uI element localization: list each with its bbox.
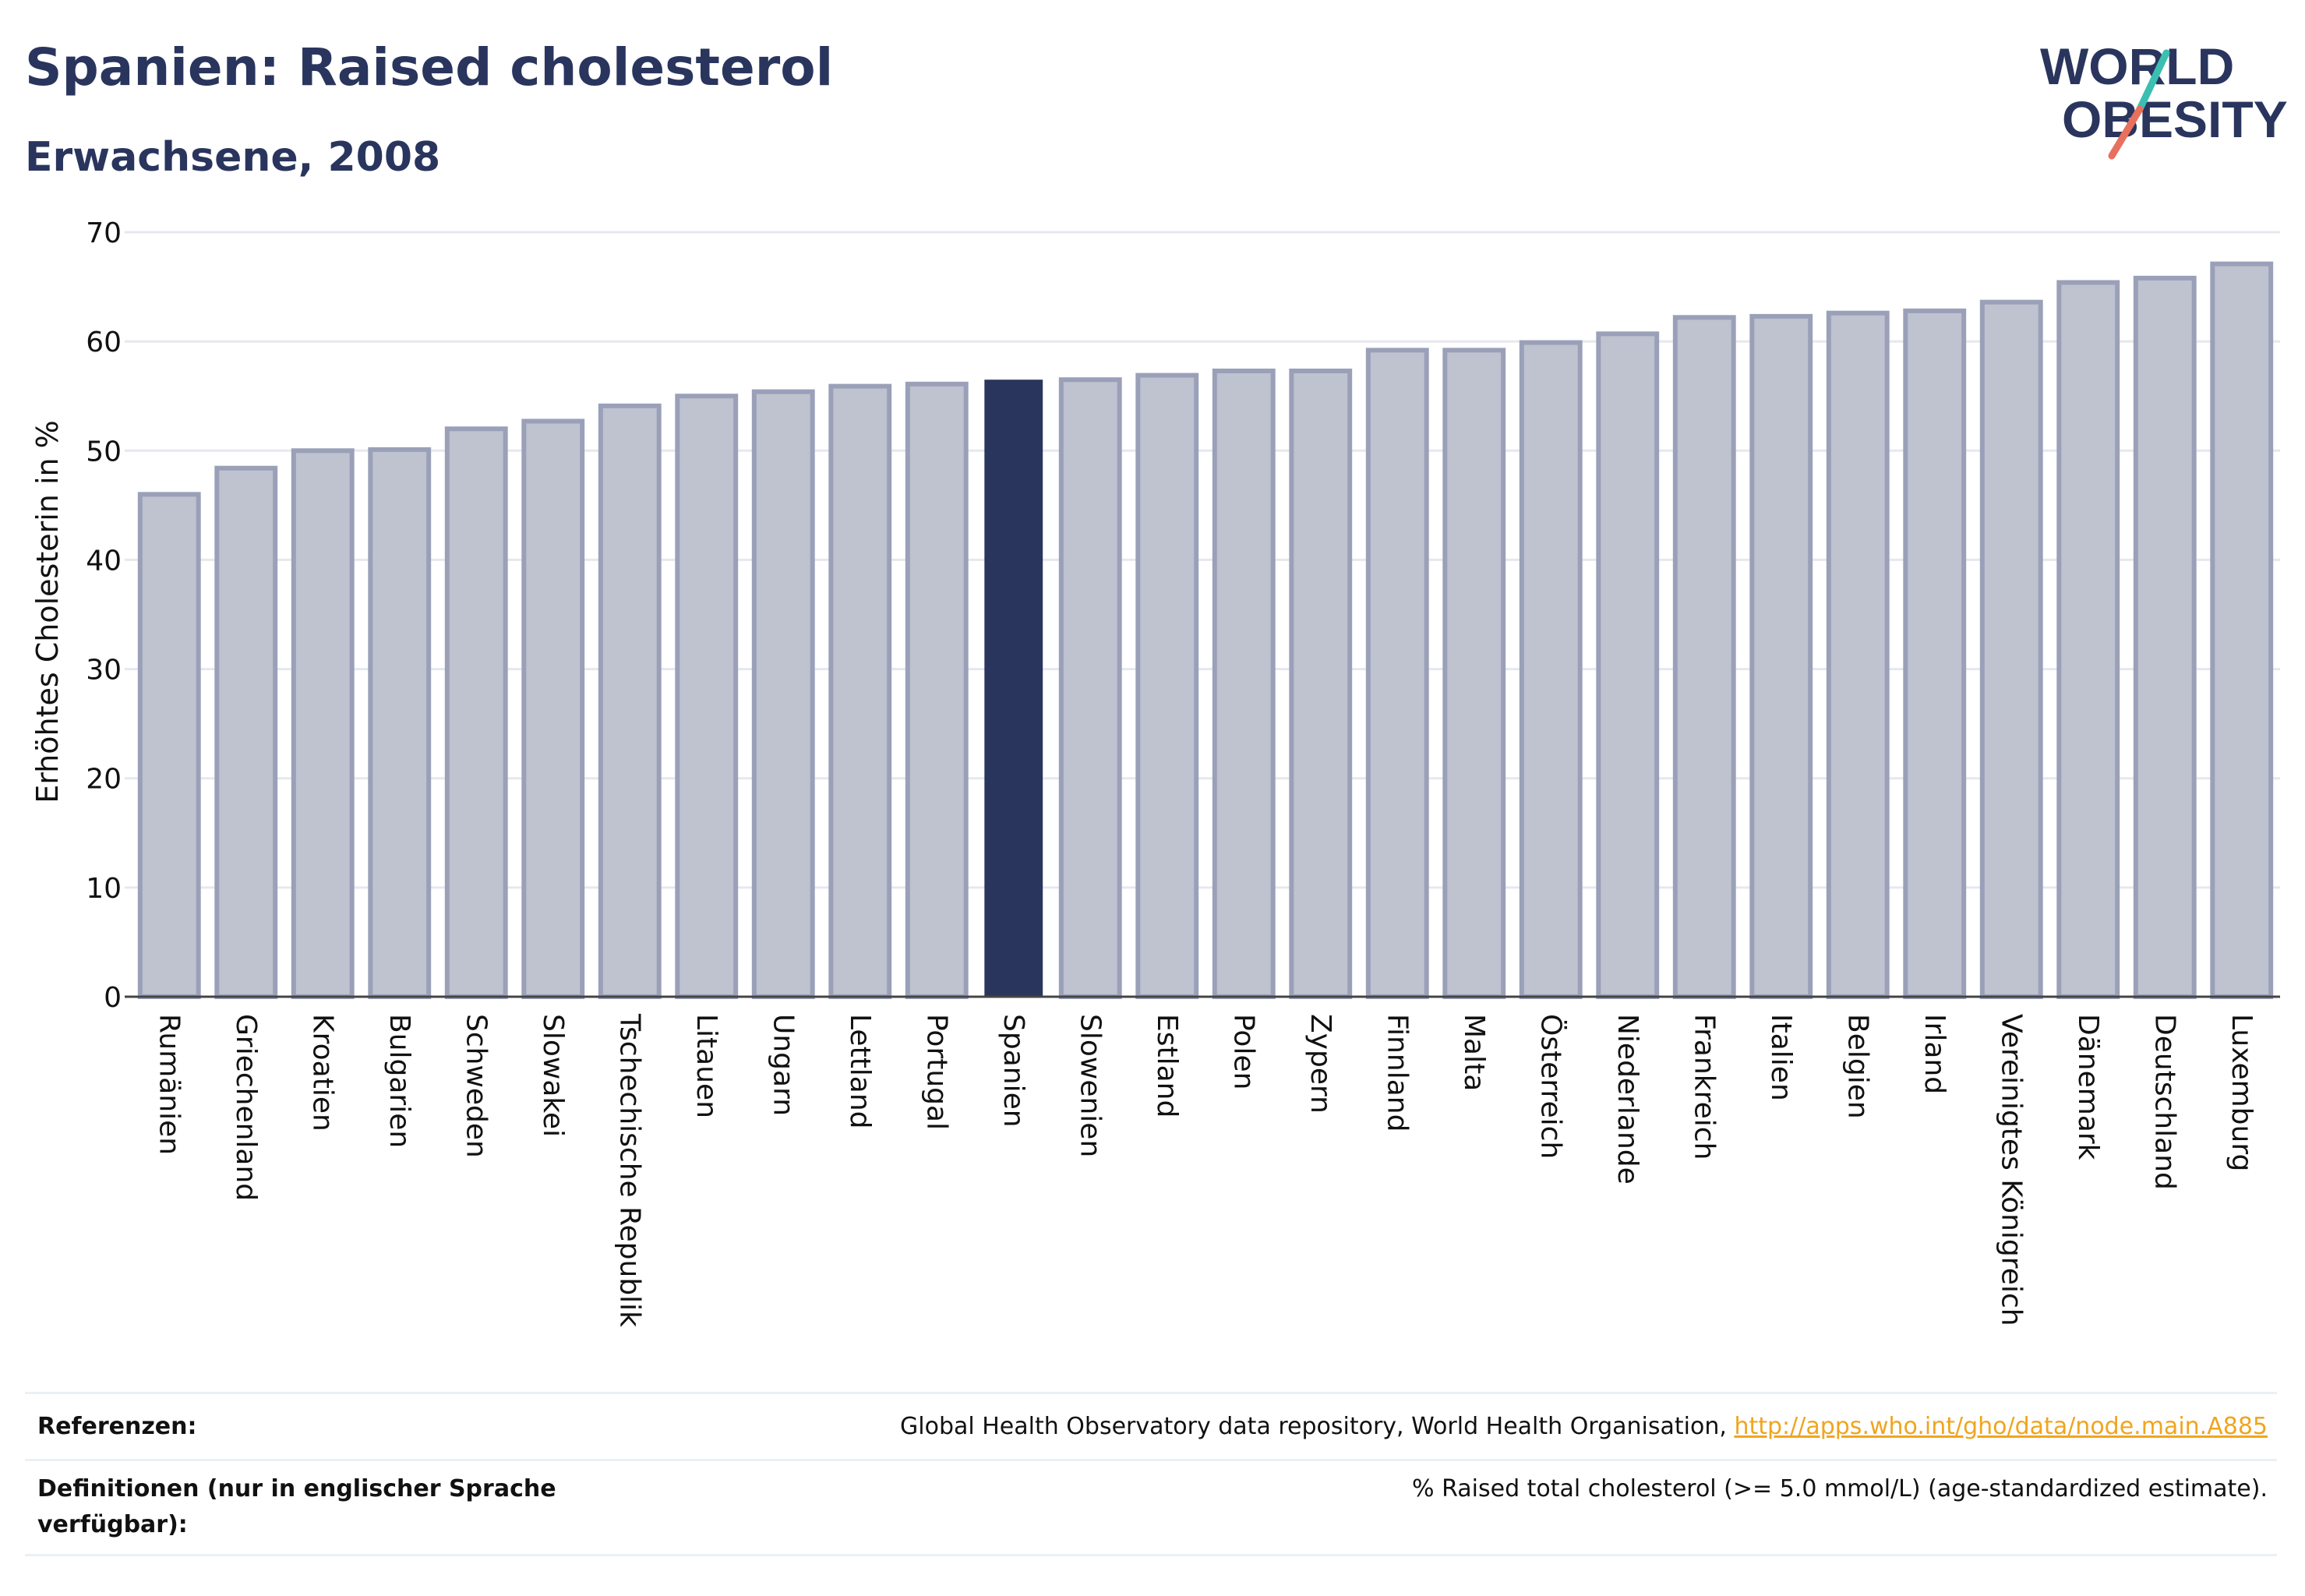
- bar-rumänien: [137, 492, 201, 999]
- x-tick-label: Lettland: [844, 1014, 876, 1129]
- logo-line-1: WORLD: [2040, 37, 2234, 95]
- y-tick-label: 50: [86, 436, 122, 468]
- bar-vereinigtes-königreich: [1979, 299, 2043, 1000]
- x-tick-label: Malta: [1458, 1014, 1490, 1091]
- x-tick-label: Italien: [1765, 1014, 1797, 1101]
- x-tick-label: Schweden: [460, 1014, 492, 1158]
- y-tick-label: 30: [86, 655, 122, 687]
- bar-polen: [1212, 368, 1276, 999]
- x-tick-label: Luxemburg: [2226, 1014, 2257, 1171]
- bar-lettland: [828, 383, 892, 999]
- footer-references-row: Referenzen: Global Health Observatory da…: [25, 1406, 2277, 1456]
- bar-kroatien: [291, 448, 355, 999]
- x-tick-label: Spanien: [997, 1014, 1029, 1128]
- x-tick-label: Vereinigtes Königreich: [1995, 1014, 2027, 1326]
- references-value: Global Health Observatory data repositor…: [900, 1409, 2268, 1445]
- bar-frankreich: [1672, 315, 1736, 1000]
- x-tick-label: Deutschland: [2148, 1014, 2180, 1190]
- y-axis-label: Erhöhtes Cholesterin in %: [30, 420, 65, 803]
- y-tick-label: 10: [86, 873, 122, 905]
- page-title: Spanien: Raised cholesterol: [25, 37, 834, 97]
- bar-portugal: [905, 381, 969, 999]
- y-tick-label: 0: [104, 982, 122, 1014]
- y-tick-label: 40: [86, 545, 122, 577]
- bar-italien: [1749, 313, 1813, 1000]
- footer-definitions-row: Definitionen (nur in englischer Sprache …: [25, 1471, 2277, 1557]
- bar-spanien: [984, 380, 1043, 997]
- x-tick-label: Polen: [1227, 1014, 1259, 1089]
- bar-bulgarien: [368, 447, 432, 999]
- bar-dänemark: [2056, 280, 2120, 1000]
- bar-slowakei: [521, 418, 585, 999]
- bar-litauen: [675, 394, 739, 999]
- x-tick-label: Österreich: [1534, 1014, 1567, 1159]
- x-tick-label: Slowenien: [1074, 1014, 1106, 1157]
- x-tick-label: Rumänien: [153, 1014, 185, 1155]
- x-tick-label: Niederlande: [1611, 1014, 1643, 1185]
- bar-griechenland: [214, 465, 278, 999]
- bar-chart: 0 10 20 30 40 50 60 70 Rumänien Griechenland Kroa…: [30, 217, 2280, 1327]
- definitions-value: % Raised total cholesterol (>= 5.0 mmol/…: [1412, 1475, 2268, 1502]
- bar-ungarn: [751, 389, 815, 999]
- x-tick-label: Slowakei: [537, 1014, 569, 1137]
- x-tick-label: Ungarn: [767, 1014, 799, 1116]
- x-tick-label: Litauen: [690, 1014, 722, 1118]
- logo-line-2: OBESITY: [2062, 90, 2288, 148]
- x-tick-label: Finnland: [1381, 1014, 1413, 1132]
- bar-deutschland: [2133, 275, 2197, 999]
- logo-slash-coral: [2108, 105, 2144, 160]
- x-tick-label: Belgien: [1841, 1014, 1873, 1119]
- y-tick-label: 70: [86, 217, 122, 249]
- y-tick-label: 60: [86, 327, 122, 358]
- x-tick-label: Zypern: [1304, 1014, 1336, 1114]
- x-tick-label: Frankreich: [1688, 1014, 1720, 1160]
- x-tick-label: Tschechische Republik: [613, 1013, 645, 1327]
- x-tick-label: Dänemark: [2072, 1014, 2104, 1160]
- y-tick-label: 20: [86, 764, 122, 796]
- references-link[interactable]: http://apps.who.int/gho/data/node.main.A…: [1734, 1413, 2268, 1440]
- references-text: Global Health Observatory data repositor…: [900, 1413, 1735, 1440]
- definitions-label: Definitionen (nur in englischer Sprache …: [37, 1475, 556, 1538]
- x-tick-label: Griechenland: [230, 1014, 262, 1201]
- footer-divider-top: [25, 1392, 2277, 1394]
- footer-divider-bottom: [25, 1554, 2277, 1556]
- bar-finnland: [1365, 348, 1429, 999]
- x-tick-label: Estland: [1151, 1014, 1183, 1118]
- bar-malta: [1442, 348, 1506, 999]
- page-subtitle: Erwachsene, 2008: [25, 134, 441, 181]
- footer-divider-middle: [25, 1459, 2277, 1461]
- x-axis-ticks: Rumänien Griechenland Kroatien Bulgarien Sch…: [153, 1013, 2257, 1327]
- x-tick-label: Bulgarien: [383, 1014, 415, 1148]
- x-tick-label: Irland: [1918, 1014, 1950, 1094]
- y-axis-ticks: 0 10 20 30 40 50 60 70: [86, 217, 122, 1014]
- bar-niederlande: [1596, 331, 1660, 999]
- bar-irland: [1903, 308, 1967, 1000]
- x-tick-label: Kroatien: [306, 1014, 338, 1132]
- bar-österreich: [1519, 340, 1583, 999]
- bar-schweden: [444, 426, 508, 999]
- references-label: Referenzen:: [37, 1413, 197, 1440]
- logo-slash-teal: [2136, 49, 2170, 113]
- bar-slowenien: [1058, 377, 1122, 999]
- bar-luxemburg: [2210, 261, 2274, 999]
- bar-tschechische-republik: [598, 403, 662, 999]
- bar-belgien: [1826, 310, 1890, 1000]
- x-tick-label: Portugal: [920, 1014, 952, 1130]
- bar-estland: [1135, 373, 1199, 999]
- world-obesity-logo: WORLD OBESITY: [2040, 37, 2288, 160]
- bar-zypern: [1289, 368, 1353, 999]
